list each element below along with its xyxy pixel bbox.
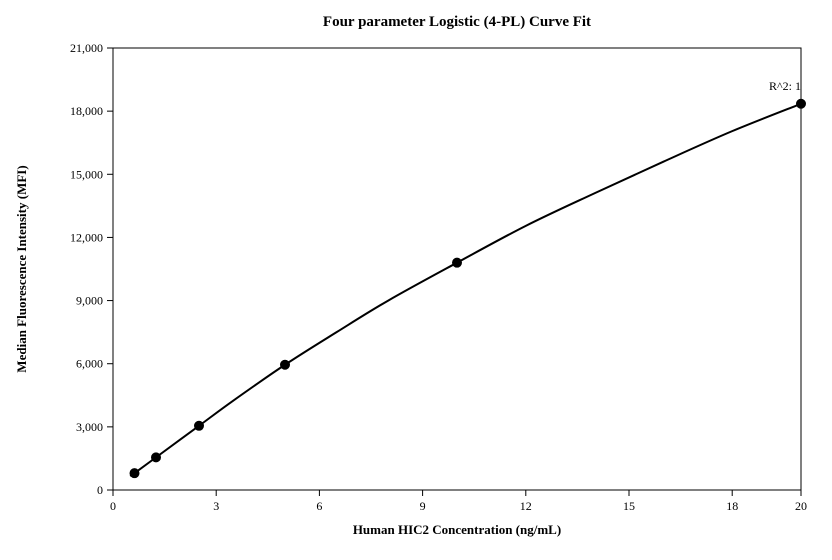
data-point-marker xyxy=(152,453,161,462)
curve-line xyxy=(130,104,801,476)
x-axis-label: Human HIC2 Concentration (ng/mL) xyxy=(353,522,561,537)
y-tick-label: 0 xyxy=(97,483,103,497)
data-point-marker xyxy=(281,360,290,369)
x-axis-ticks: 0 3 6 9 12 15 18 20 xyxy=(110,490,807,513)
data-point-marker xyxy=(130,469,139,478)
y-tick-label: 3,000 xyxy=(76,420,103,434)
x-tick-label: 12 xyxy=(520,499,532,513)
x-tick-label: 0 xyxy=(110,499,116,513)
y-tick-label: 21,000 xyxy=(70,41,103,55)
data-markers xyxy=(130,99,806,477)
x-tick-label: 15 xyxy=(623,499,635,513)
y-tick-label: 15,000 xyxy=(70,167,103,181)
data-point-marker xyxy=(195,421,204,430)
plot-border xyxy=(113,48,801,490)
chart-svg: Four parameter Logistic (4-PL) Curve Fit… xyxy=(0,0,832,560)
y-tick-label: 12,000 xyxy=(70,230,103,244)
x-tick-label: 20 xyxy=(795,499,807,513)
x-tick-label: 3 xyxy=(213,499,219,513)
data-point-marker xyxy=(453,258,462,267)
y-tick-label: 9,000 xyxy=(76,294,103,308)
y-tick-label: 6,000 xyxy=(76,357,103,371)
y-tick-label: 18,000 xyxy=(70,104,103,118)
y-axis-ticks: 0 3,000 6,000 9,000 12,000 15,000 18,000 21,000 xyxy=(70,41,113,497)
chart-title: Four parameter Logistic (4-PL) Curve Fit xyxy=(323,14,591,30)
x-tick-label: 6 xyxy=(316,499,322,513)
r-squared-annotation: R^2: 1 xyxy=(769,79,801,93)
data-point-marker xyxy=(797,99,806,108)
x-tick-label: 18 xyxy=(726,499,738,513)
chart-container: Four parameter Logistic (4-PL) Curve Fit… xyxy=(0,0,832,560)
y-axis-label: Median Fluorescence Intensity (MFI) xyxy=(14,165,29,372)
x-tick-label: 9 xyxy=(420,499,426,513)
plot-area: 0 3 6 9 12 15 18 20 0 3,000 6,000 9,000 12,000 15,00… xyxy=(70,41,807,513)
